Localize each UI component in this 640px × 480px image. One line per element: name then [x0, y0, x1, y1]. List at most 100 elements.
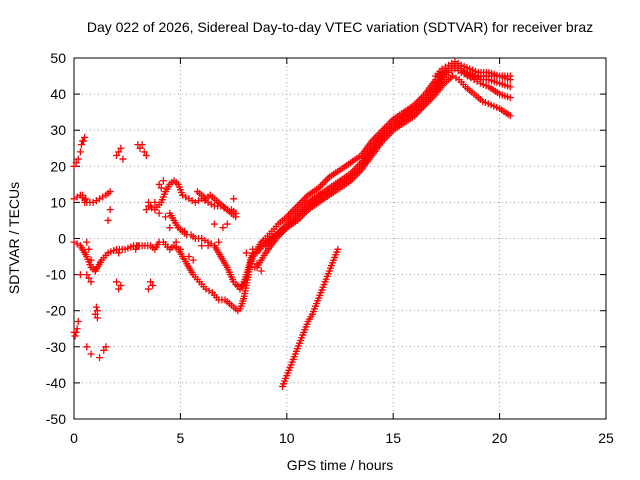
- data-point: [72, 328, 80, 336]
- data-point: [83, 343, 91, 351]
- data-point: [70, 162, 78, 170]
- data-point: [117, 281, 125, 289]
- data-point: [223, 220, 231, 228]
- series-secondary-trace-a: [70, 188, 114, 206]
- data-point: [119, 155, 127, 163]
- series-upper-band-4: [432, 58, 514, 80]
- data-point: [147, 202, 155, 210]
- x-tick-label: 5: [177, 430, 185, 446]
- data-point: [251, 263, 259, 271]
- data-point: [74, 318, 82, 326]
- data-point: [506, 94, 514, 102]
- data-point: [147, 278, 155, 286]
- data-point: [87, 350, 95, 358]
- data-point: [102, 343, 110, 351]
- data-point: [155, 209, 163, 217]
- data-point: [210, 220, 218, 228]
- y-tick-label: -20: [46, 303, 66, 319]
- data-points: [70, 58, 514, 391]
- data-point: [106, 188, 114, 196]
- y-tick-label: -50: [46, 411, 66, 427]
- data-point: [79, 191, 87, 199]
- data-point: [91, 267, 99, 275]
- data-point: [93, 314, 101, 322]
- data-point: [149, 281, 157, 289]
- data-point: [334, 245, 342, 253]
- data-point: [117, 144, 125, 152]
- x-tick-label: 10: [279, 430, 295, 446]
- data-point: [80, 137, 88, 145]
- data-point: [144, 198, 152, 206]
- data-point: [257, 267, 265, 275]
- data-point: [76, 148, 84, 156]
- data-point: [115, 285, 123, 293]
- data-point: [96, 354, 104, 362]
- y-tick-label: 10: [50, 194, 66, 210]
- data-point: [76, 271, 84, 279]
- data-point: [72, 159, 80, 167]
- data-point: [230, 195, 238, 203]
- x-tick-label: 25: [598, 430, 614, 446]
- data-point: [181, 227, 189, 235]
- y-tick-label: 20: [50, 158, 66, 174]
- data-point: [92, 303, 100, 311]
- data-point: [136, 144, 144, 152]
- data-point: [506, 72, 514, 80]
- y-tick-label: 30: [50, 122, 66, 138]
- data-point: [81, 133, 89, 141]
- series-main-trace: [70, 61, 514, 315]
- data-point: [204, 242, 212, 250]
- y-axis-label: SDTVAR / TECUs: [6, 182, 22, 294]
- data-point: [247, 256, 255, 264]
- data-point: [227, 209, 235, 217]
- y-tick-label: -40: [46, 375, 66, 391]
- data-point: [85, 274, 93, 282]
- y-tick-label: 50: [50, 50, 66, 66]
- series-secondary-trace-e: [234, 249, 257, 293]
- x-tick-label: 20: [492, 430, 508, 446]
- data-point: [73, 325, 81, 333]
- data-point: [93, 307, 101, 315]
- data-point: [157, 184, 165, 192]
- data-point: [77, 141, 85, 149]
- data-point: [132, 245, 140, 253]
- data-point: [113, 151, 121, 159]
- series-upper-band-2: [253, 72, 514, 271]
- data-point: [236, 285, 244, 293]
- data-point: [185, 253, 193, 261]
- data-point: [104, 216, 112, 224]
- y-tick-label: -10: [46, 267, 66, 283]
- data-point: [89, 263, 97, 271]
- y-tick-label: 40: [50, 86, 66, 102]
- data-point: [219, 224, 227, 232]
- data-point: [172, 238, 180, 246]
- data-point: [144, 285, 152, 293]
- data-point: [506, 112, 514, 120]
- series-steep-line: [279, 245, 342, 391]
- data-point: [81, 198, 89, 206]
- data-point: [91, 310, 99, 318]
- data-point: [238, 281, 246, 289]
- data-point: [176, 245, 184, 253]
- data-point: [506, 83, 514, 91]
- data-point: [159, 177, 167, 185]
- data-point: [85, 245, 93, 253]
- data-point: [83, 271, 91, 279]
- y-tick-label: -30: [46, 339, 66, 355]
- data-point: [138, 141, 146, 149]
- data-point: [151, 198, 159, 206]
- data-point: [83, 238, 91, 246]
- axis-ticks: 0 5 10 15 20 25 -50 -40 -30 -20 -10 0 10 20 30 40 50: [46, 50, 614, 446]
- data-point: [115, 148, 123, 156]
- data-point: [189, 256, 197, 264]
- series-secondary-trace-c: [193, 188, 240, 221]
- x-tick-label: 15: [385, 430, 401, 446]
- data-point: [155, 180, 163, 188]
- data-point: [106, 206, 114, 214]
- data-point: [87, 278, 95, 286]
- data-point: [215, 238, 223, 246]
- data-point: [82, 195, 90, 203]
- data-point: [142, 206, 150, 214]
- data-point: [142, 151, 150, 159]
